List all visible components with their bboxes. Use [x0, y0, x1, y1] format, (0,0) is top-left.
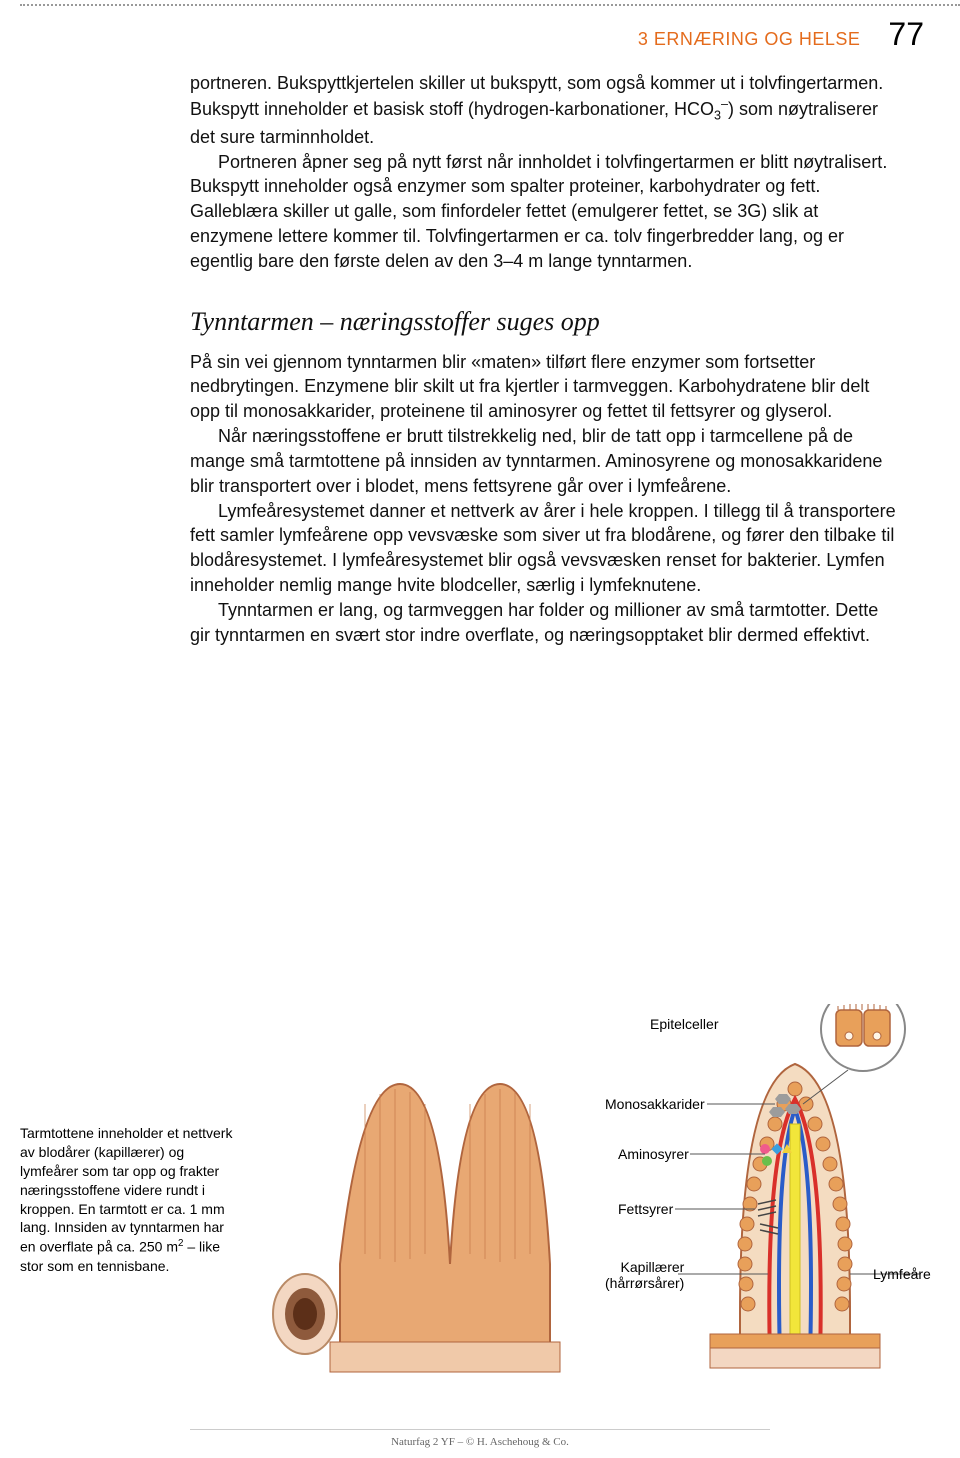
page-number: 77: [888, 16, 924, 53]
label-epitelceller: Epitelceller: [650, 1016, 718, 1032]
label-aminosyrer: Aminosyrer: [618, 1146, 689, 1162]
figure-caption: Tarmtottene inneholder et nettverk av bl…: [20, 1124, 240, 1276]
running-header: 3 ERNÆRING OG HELSE 77: [20, 4, 960, 53]
section-heading: Tynntarmen – næringsstoffer suges opp: [190, 304, 900, 340]
diagram-svg: [270, 1004, 940, 1384]
paragraph-4: Når næringsstoffene er brutt tilstrekkel…: [190, 424, 900, 498]
footer-credit: Naturfag 2 YF – © H. Aschehoug & Co.: [190, 1429, 770, 1448]
paragraph-5: Lymfeåresystemet danner et nettverk av å…: [190, 499, 900, 598]
paragraph-2: Portneren åpner seg på nytt først når in…: [190, 150, 900, 274]
label-monosakkarider: Monosakkarider: [605, 1096, 705, 1112]
label-lymfeare: Lymfeåre: [873, 1266, 931, 1282]
villus-diagram: Epitelceller Monosakkarider Aminosyrer F…: [270, 1004, 940, 1384]
paragraph-1: portneren. Bukspyttkjertelen skiller ut …: [190, 71, 900, 150]
label-kapillaerer: Kapillærer (hårrørsårer): [605, 1259, 684, 1291]
chapter-title: 3 ERNÆRING OG HELSE: [638, 29, 861, 50]
main-text-column: portneren. Bukspyttkjertelen skiller ut …: [190, 71, 900, 648]
paragraph-3: På sin vei gjennom tynntarmen blir «mate…: [190, 350, 900, 424]
label-fettsyrer: Fettsyrer: [618, 1201, 673, 1217]
paragraph-6: Tynntarmen er lang, og tarmveggen har fo…: [190, 598, 900, 648]
